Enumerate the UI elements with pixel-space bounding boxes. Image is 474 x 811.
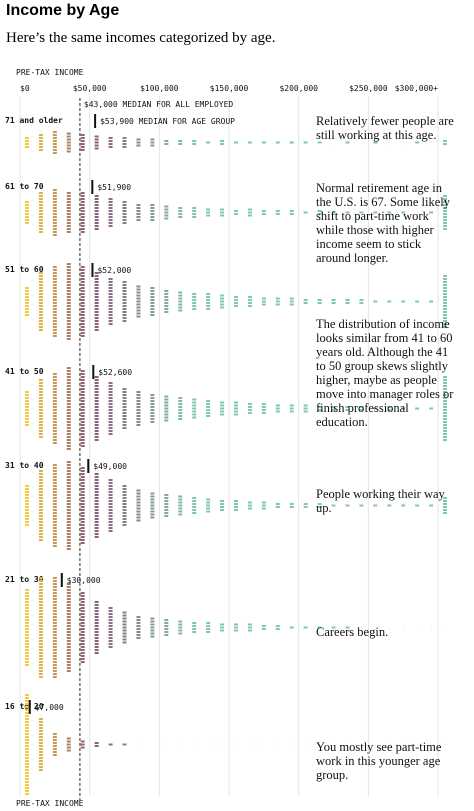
x-tick-label: $50,000 xyxy=(73,84,107,93)
median-label: $30,000 xyxy=(67,576,101,585)
group-label: 71 and older xyxy=(5,116,63,125)
x-tick-label: $0 xyxy=(20,84,30,93)
annotation: Careers begin. xyxy=(316,625,389,639)
subtitle: Here’s the same incomes categorized by a… xyxy=(6,30,276,46)
axis-title: PRE-TAX INCOME xyxy=(16,68,84,77)
median-label: $49,000 xyxy=(93,462,127,471)
annotation: Relatively fewer people are still workin… xyxy=(316,114,454,142)
median-label: $7,000 xyxy=(35,703,64,712)
group-label: 51 to 60 xyxy=(5,265,44,274)
median-marker xyxy=(60,573,63,587)
annotation: Normal retirement age in the U.S. is 67.… xyxy=(316,181,451,265)
median-marker xyxy=(92,365,95,379)
group-label: 21 to 30 xyxy=(5,575,44,584)
title: Income by Age xyxy=(6,2,120,19)
x-tick-label: $150,000 xyxy=(210,84,249,93)
axis-title-bottom: PRE-TAX INCOME xyxy=(16,799,84,808)
median-label: $52,600 xyxy=(98,368,132,377)
median-label: $53,900 MEDIAN FOR AGE GROUP xyxy=(100,117,235,126)
median-label: $51,900 xyxy=(97,183,131,192)
median-marker xyxy=(91,180,94,194)
overall-median-label: $43,000 MEDIAN FOR ALL EMPLOYED xyxy=(84,100,233,109)
annotation: People working their way up. xyxy=(316,487,445,515)
group-label: 16 to 20 xyxy=(5,702,44,711)
group-label: 31 to 40 xyxy=(5,461,44,470)
median-marker xyxy=(87,459,90,473)
x-tick-label: $200,000 xyxy=(279,84,318,93)
median-marker xyxy=(28,700,31,714)
x-tick-label: $100,000 xyxy=(140,84,179,93)
median-marker xyxy=(94,114,97,128)
median-marker xyxy=(91,263,94,277)
annotation: You mostly see part-time work in this yo… xyxy=(316,740,442,782)
x-tick-label: $250,000 xyxy=(349,84,388,93)
x-tick-label: $300,000+ xyxy=(395,84,439,93)
group-label: 41 to 50 xyxy=(5,367,44,376)
group-label: 61 to 70 xyxy=(5,182,44,191)
annotation: The distribution of income looks similar… xyxy=(316,317,454,429)
median-label: $52,000 xyxy=(97,266,131,275)
